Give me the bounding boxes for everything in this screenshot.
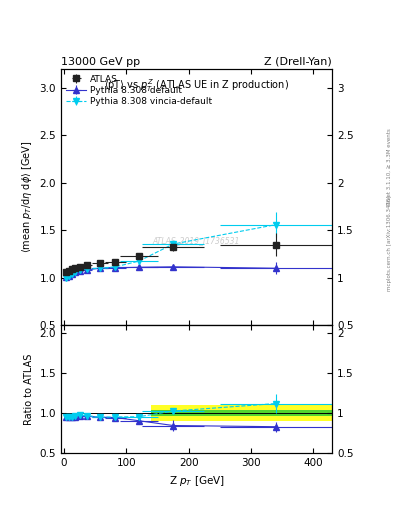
Text: 13000 GeV pp: 13000 GeV pp bbox=[61, 56, 140, 67]
Y-axis label: Ratio to ATLAS: Ratio to ATLAS bbox=[24, 353, 34, 425]
X-axis label: Z $p_T$ [GeV]: Z $p_T$ [GeV] bbox=[169, 474, 224, 487]
Bar bbox=[151, 405, 332, 421]
Text: mcplots.cern.ch [arXiv:1306.3436]: mcplots.cern.ch [arXiv:1306.3436] bbox=[387, 196, 391, 291]
Text: ATLAS_2019_I1736531: ATLAS_2019_I1736531 bbox=[153, 236, 240, 245]
Text: Z (Drell-Yan): Z (Drell-Yan) bbox=[264, 56, 332, 67]
Bar bbox=[151, 410, 332, 416]
Text: Rivet 3.1.10, ≥ 3.3M events: Rivet 3.1.10, ≥ 3.3M events bbox=[387, 128, 391, 205]
Text: $\langle$pT$\rangle$ vs $p_T^Z$ (ATLAS UE in Z production): $\langle$pT$\rangle$ vs $p_T^Z$ (ATLAS U… bbox=[104, 77, 289, 94]
Y-axis label: $\langle$mean $p_T$/d$\eta$ d$\phi\rangle$ [GeV]: $\langle$mean $p_T$/d$\eta$ d$\phi\rangl… bbox=[20, 141, 34, 253]
Legend: ATLAS, Pythia 8.308 default, Pythia 8.308 vincia-default: ATLAS, Pythia 8.308 default, Pythia 8.30… bbox=[64, 73, 214, 108]
